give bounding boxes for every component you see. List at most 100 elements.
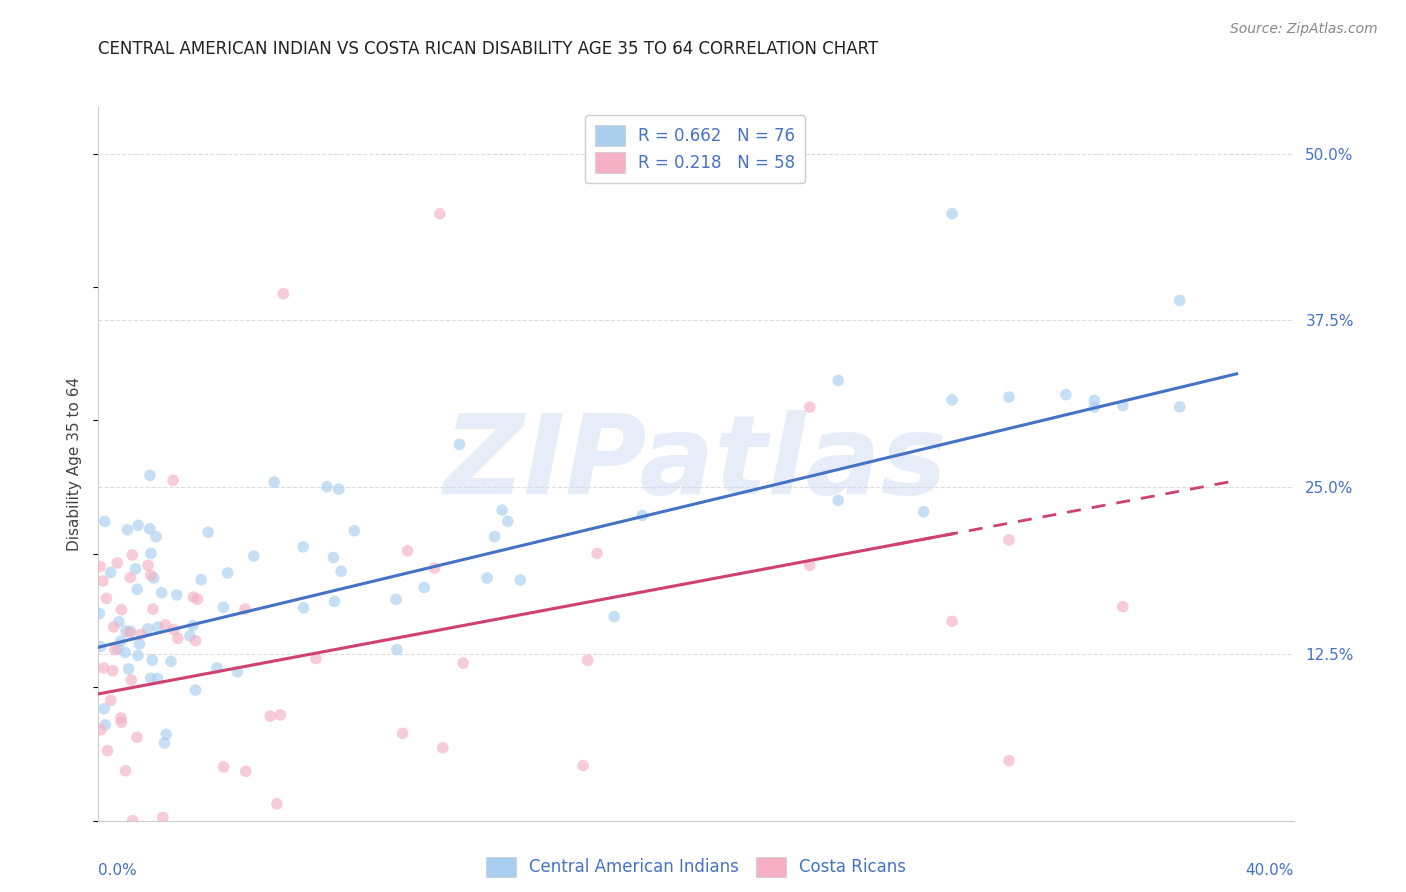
Point — [103, 620, 125, 634]
Point — [108, 615, 131, 629]
Point — [139, 568, 162, 582]
Point — [100, 693, 122, 707]
Point — [343, 524, 366, 538]
Point — [484, 530, 506, 544]
Y-axis label: Disability Age 35 to 64: Disability Age 35 to 64 — [67, 376, 83, 551]
Text: ZIPatlas: ZIPatlas — [444, 410, 948, 517]
Point — [139, 468, 162, 483]
Legend: Central American Indians, Costa Ricans: Central American Indians, Costa Ricans — [479, 850, 912, 884]
Point — [163, 623, 186, 637]
Point — [205, 661, 228, 675]
Point — [413, 581, 436, 595]
Point — [912, 505, 935, 519]
Point — [323, 594, 346, 608]
Point — [97, 744, 120, 758]
Point — [96, 591, 118, 606]
Point — [93, 701, 115, 715]
Point — [139, 671, 162, 685]
Point — [259, 709, 281, 723]
Point — [292, 600, 315, 615]
Point — [142, 571, 165, 585]
Point — [155, 618, 177, 632]
Point — [242, 549, 264, 563]
Point — [385, 592, 408, 607]
Point — [181, 619, 204, 633]
Point — [89, 559, 111, 574]
Point — [110, 715, 132, 730]
Point — [145, 530, 167, 544]
Point — [139, 546, 162, 560]
Point — [183, 590, 205, 604]
Point — [90, 723, 112, 737]
Point — [190, 573, 212, 587]
Point — [586, 546, 609, 560]
Point — [451, 656, 474, 670]
Point — [273, 286, 295, 301]
Point — [121, 814, 143, 828]
Point — [179, 629, 201, 643]
Point — [94, 515, 117, 529]
Point — [396, 544, 419, 558]
Point — [496, 514, 519, 528]
Point — [1112, 399, 1135, 413]
Point — [1168, 293, 1191, 308]
Point — [127, 582, 149, 597]
Point — [110, 711, 132, 725]
Point — [110, 602, 132, 616]
Point — [197, 525, 219, 540]
Point — [121, 548, 143, 562]
Point — [93, 661, 115, 675]
Point — [127, 518, 149, 533]
Point — [941, 615, 963, 629]
Point — [107, 641, 129, 656]
Point — [263, 475, 285, 489]
Point — [184, 683, 207, 698]
Point — [129, 627, 152, 641]
Point — [572, 758, 595, 772]
Point — [233, 602, 256, 616]
Point — [576, 653, 599, 667]
Text: Source: ZipAtlas.com: Source: ZipAtlas.com — [1230, 22, 1378, 37]
Point — [104, 642, 127, 657]
Point — [150, 585, 173, 599]
Point — [799, 400, 821, 414]
Point — [212, 760, 235, 774]
Point — [117, 523, 139, 537]
Point — [385, 642, 408, 657]
Point — [330, 564, 353, 578]
Point — [152, 810, 174, 824]
Point — [212, 600, 235, 615]
Point — [146, 672, 169, 686]
Point — [998, 533, 1021, 547]
Point — [217, 566, 239, 580]
Point — [998, 390, 1021, 404]
Point — [120, 624, 142, 639]
Point — [941, 207, 963, 221]
Point — [391, 726, 413, 740]
Point — [1083, 393, 1105, 408]
Point — [322, 550, 344, 565]
Point — [105, 556, 128, 570]
Point — [114, 764, 136, 778]
Point — [146, 620, 169, 634]
Point — [166, 588, 188, 602]
Point — [1168, 400, 1191, 414]
Point — [101, 664, 124, 678]
Point — [118, 626, 141, 640]
Point — [115, 624, 138, 638]
Point — [128, 637, 150, 651]
Point — [162, 473, 184, 487]
Text: 40.0%: 40.0% — [1246, 863, 1294, 879]
Point — [316, 480, 339, 494]
Point — [160, 655, 183, 669]
Point — [491, 503, 513, 517]
Point — [449, 437, 471, 451]
Point — [998, 754, 1021, 768]
Point — [155, 727, 177, 741]
Point — [827, 374, 849, 388]
Point — [266, 797, 288, 811]
Point — [139, 522, 162, 536]
Point — [429, 207, 451, 221]
Point — [94, 718, 117, 732]
Point — [166, 632, 188, 646]
